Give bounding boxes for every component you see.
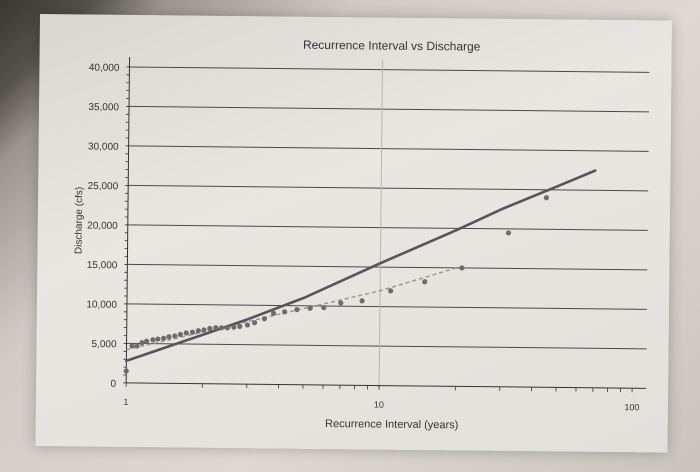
data-point [422,279,428,285]
y-axis-line [125,56,131,383]
data-point [294,307,300,313]
data-point [139,340,145,346]
data-point [143,338,150,344]
data-point [218,325,225,331]
y-tick-label: 0 [111,379,117,390]
x-gridline [378,59,384,386]
y-tick-label: 5,000 [91,339,117,350]
y-axis-label: Discharge (cfs) [73,187,85,254]
gridlines [126,59,650,386]
data-point [237,323,243,330]
data-point [321,304,327,311]
y-gridline [129,66,650,73]
data-point [134,343,140,349]
y-gridline [126,303,647,310]
data-points [123,195,550,374]
y-gridline [126,342,647,350]
x-axis-line [126,382,647,389]
data-point [129,343,135,349]
data-point [207,325,213,332]
chart: Recurrence Interval vs Discharge Recurre… [73,38,650,431]
data-point [166,334,172,340]
chart-title: Recurrence Interval vs Discharge [303,38,481,54]
y-tick-label: 25,000 [88,181,119,192]
y-tick-label: 10,000 [86,300,117,311]
x-tick-labels: 1 10 100 [123,397,639,412]
data-point [172,333,178,339]
y-tick-labels: 0 5,000 10,000 15,000 20,000 25,000 30,000 35,0… [86,63,120,390]
data-point [123,368,129,374]
y-tick-label: 35,000 [88,102,119,113]
data-point [224,325,231,331]
data-point [150,337,156,343]
y-gridline [128,145,649,152]
dashed-trendline [126,267,457,351]
data-point [244,322,251,328]
data-point [307,305,313,311]
x-axis-label: Recurrence Interval (years) [325,418,458,431]
paper-sheet: Recurrence Interval vs Discharge Recurre… [35,14,672,453]
data-point [388,288,394,294]
x-tick-label: 100 [624,402,639,412]
y-tick-label: 30,000 [88,142,119,153]
data-point [251,320,258,326]
axes [123,56,647,393]
data-point [459,265,465,271]
y-tick-label: 15,000 [87,260,118,271]
trendlines [125,169,597,363]
data-point [201,327,207,333]
y-gridline [129,105,650,113]
data-point [270,310,277,316]
x-tick-label: 1 [123,397,128,407]
data-point [231,324,237,330]
x-tick-label: 10 [374,400,384,410]
data-point [281,309,288,315]
y-gridline [128,184,649,192]
y-tick-label: 40,000 [89,63,120,74]
data-point [155,336,161,342]
y-gridline [127,224,648,231]
data-point [505,230,512,236]
data-point [261,316,268,322]
data-point [183,330,189,336]
data-point [195,328,201,334]
trendline [125,169,597,363]
data-point [161,335,167,341]
data-point [177,331,183,338]
data-point [359,298,365,304]
data-point [213,325,219,331]
y-gridline [127,263,648,271]
data-point [543,195,550,201]
data-point [189,329,196,335]
y-tick-label: 20,000 [87,221,118,232]
data-point [338,300,344,306]
